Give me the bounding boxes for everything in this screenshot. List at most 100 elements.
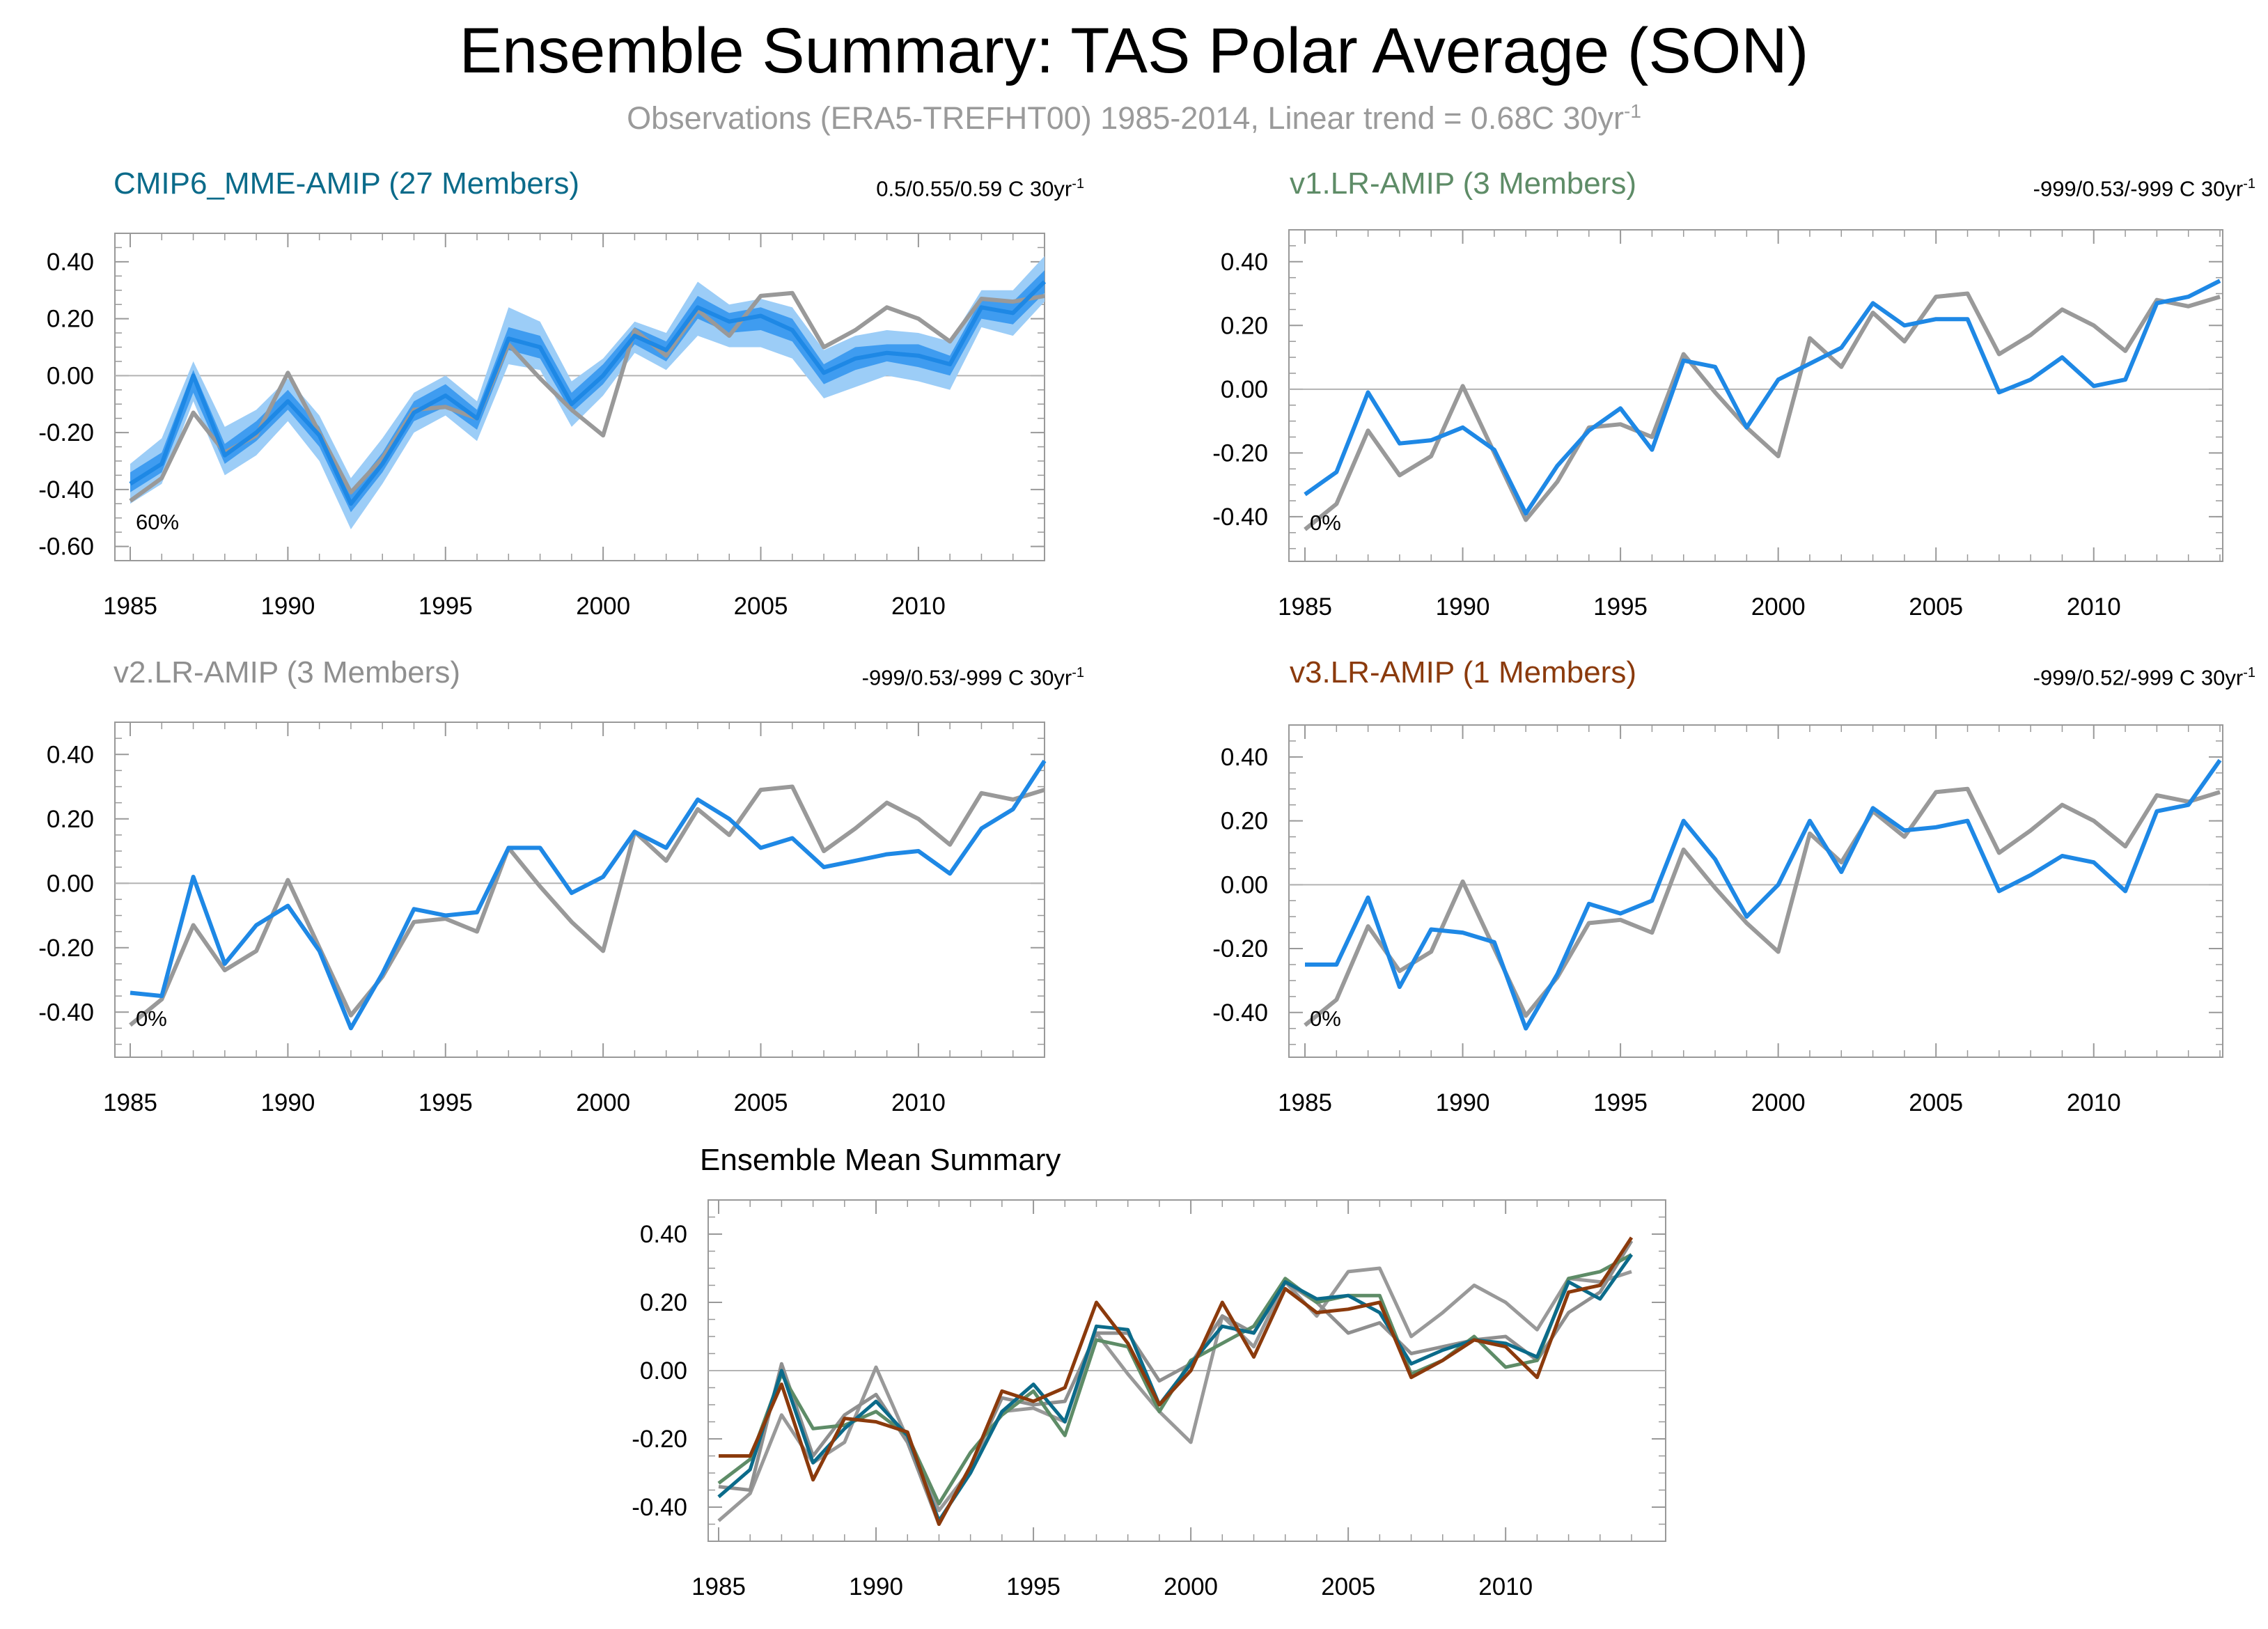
model-mean-line (129, 280, 1047, 506)
panel-stats-v2: -999/0.53/-999 C 30yr-1 (862, 659, 1084, 692)
chart-panel-v3: 0.40 0.20 0.00 -0.20 -0.40 1985 1990 1995 2000 20… (1212, 724, 2223, 1116)
series-line-v3 (719, 1236, 1634, 1526)
panel-title-cmip6: CMIP6_MME-AMIP (27 Members) (114, 166, 580, 201)
y-tick-label: -0.40 (38, 999, 94, 1026)
y-tick-label: 0.20 (47, 806, 94, 833)
y-tick-label: 0.00 (1221, 376, 1268, 403)
y-tick-label: 0.40 (1221, 249, 1268, 276)
plot-frame (1288, 724, 2223, 1058)
x-tick-label: 2005 (1321, 1573, 1375, 1600)
y-tick-label: -0.20 (1212, 439, 1268, 467)
panel-title-v2: v2.LR-AMIP (3 Members) (114, 655, 460, 689)
x-tick-label: 1990 (1436, 1089, 1490, 1116)
y-tick-label: -0.20 (632, 1426, 687, 1453)
series-line-v1 (717, 1253, 1633, 1506)
stats-superscript: -1 (1072, 176, 1084, 192)
x-tick-label: 1990 (1436, 593, 1490, 621)
y-tick-label: 0.00 (640, 1357, 687, 1385)
plot-frame (114, 233, 1045, 561)
page-title: Ensemble Summary: TAS Polar Average (SON… (459, 15, 1809, 86)
x-tick-label: 1990 (849, 1573, 903, 1600)
percent-label: 0% (1310, 1006, 1341, 1031)
x-tick-label: 2010 (2067, 1089, 2121, 1116)
chart-panel-v2: 0.40 0.20 0.00 -0.20 -0.40 1985 1990 1995 2000 20… (38, 722, 1047, 1116)
y-tick-label: -0.40 (632, 1494, 687, 1521)
y-tick-label: 0.40 (640, 1221, 687, 1248)
stats-superscript: -1 (1072, 665, 1084, 680)
percent-label: 0% (1310, 510, 1341, 535)
x-tick-label: 1985 (691, 1573, 746, 1600)
panel-stats-v1: -999/0.53/-999 C 30yr-1 (2033, 170, 2255, 203)
chart-panel-ensemble: 0.40 0.20 0.00 -0.20 -0.40 1985 1990 1995 2000 20… (632, 1199, 1666, 1600)
panel-title-v3: v3.LR-AMIP (1 Members) (1290, 655, 1636, 689)
y-tick-label: 0.00 (1221, 871, 1268, 898)
x-tick-label: 2000 (1751, 593, 1806, 621)
y-tick-label: 0.20 (1221, 312, 1268, 339)
x-tick-label: 1985 (1278, 1089, 1332, 1116)
y-tick-label: -0.60 (38, 533, 94, 561)
x-tick-label: 2000 (576, 1089, 630, 1116)
stats-text: -999/0.52/-999 C 30yr (2033, 665, 2244, 690)
y-tick-label: 0.20 (1221, 808, 1268, 835)
x-tick-label: 1990 (260, 1089, 315, 1116)
percent-label: 60% (136, 510, 179, 534)
page-subtitle: Observations (ERA5-TREFHT00) 1985-2014, … (0, 92, 2268, 138)
y-tick-label: -0.20 (1212, 935, 1268, 962)
x-tick-label: 1995 (1006, 1573, 1061, 1600)
x-tick-label: 1995 (1593, 1089, 1648, 1116)
y-tick-label: -0.20 (38, 419, 94, 446)
y-tick-label: 0.00 (47, 870, 94, 897)
stats-text: 0.5/0.55/0.59 C 30yr (876, 176, 1072, 201)
panel-title-v1: v1.LR-AMIP (3 Members) (1290, 166, 1636, 201)
x-tick-label: 2010 (891, 1089, 946, 1116)
series-line-observations (717, 1266, 1632, 1522)
y-tick-label: -0.40 (1212, 999, 1268, 1027)
chart-panel-v1: 0.40 0.20 0.00 -0.20 -0.40 1985 1990 1995 2000 20… (1212, 229, 2223, 621)
x-tick-label: 2005 (1909, 1089, 1963, 1116)
observations-line (129, 290, 1045, 503)
y-tick-label: 0.00 (47, 362, 94, 389)
model-mean-line (1304, 279, 2221, 516)
x-tick-label: 1985 (1278, 593, 1332, 621)
stats-text: -999/0.53/-999 C 30yr (2033, 176, 2244, 201)
x-tick-label: 2010 (891, 593, 946, 620)
plot-frame (114, 722, 1045, 1058)
x-tick-label: 2010 (1478, 1573, 1533, 1600)
stats-text: -999/0.53/-999 C 30yr (861, 665, 1072, 690)
x-tick-label: 1995 (1593, 593, 1648, 621)
x-tick-label: 2010 (2067, 593, 2121, 621)
x-tick-label: 2000 (1164, 1573, 1218, 1600)
plot-frame (1288, 229, 2223, 562)
stats-superscript: -1 (2243, 665, 2255, 680)
y-tick-label: -0.20 (38, 935, 94, 962)
y-tick-label: 0.20 (47, 306, 94, 333)
observations-line (129, 784, 1045, 1027)
ensemble-title: Ensemble Mean Summary (700, 1143, 1061, 1177)
x-tick-label: 1985 (103, 1089, 157, 1116)
x-tick-label: 2000 (576, 593, 630, 620)
y-tick-label: 0.20 (640, 1289, 687, 1316)
panel-stats-v3: -999/0.52/-999 C 30yr-1 (2033, 659, 2255, 692)
observations-line (1304, 291, 2221, 531)
y-tick-label: 0.40 (47, 249, 94, 276)
x-tick-label: 1990 (260, 593, 315, 620)
x-tick-label: 2000 (1751, 1089, 1806, 1116)
model-mean-line (130, 759, 1047, 1031)
x-tick-label: 2005 (1909, 593, 1963, 621)
y-tick-label: -0.40 (38, 476, 94, 504)
percent-label: 0% (136, 1006, 167, 1031)
subtitle-superscript: -1 (1624, 100, 1641, 122)
y-tick-label: 0.40 (1221, 744, 1268, 771)
y-tick-label: 0.40 (47, 741, 94, 768)
y-tick-label: -0.40 (1212, 504, 1268, 531)
panel-stats-cmip6: 0.5/0.55/0.59 C 30yr-1 (876, 170, 1084, 203)
model-mean-line (1305, 758, 2222, 1031)
x-tick-label: 1985 (103, 593, 157, 620)
chart-panel-cmip6: 0.40 0.20 0.00 -0.20 -0.40 -0.60 1985 1990 1995 2… (38, 233, 1047, 620)
observations-line (1304, 786, 2221, 1027)
x-tick-label: 2005 (734, 1089, 788, 1116)
subtitle-text: Observations (ERA5-TREFHT00) 1985-2014, … (627, 100, 1625, 136)
stats-superscript: -1 (2243, 176, 2255, 192)
x-tick-label: 1995 (419, 1089, 473, 1116)
